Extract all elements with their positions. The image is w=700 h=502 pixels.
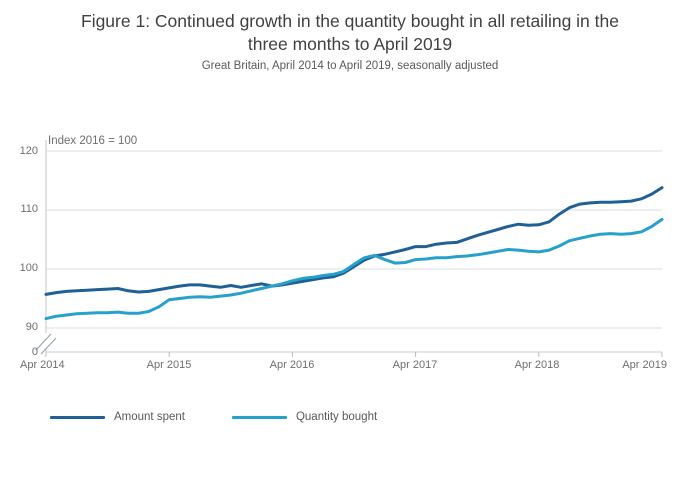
- y-tick-label-90: 90: [25, 321, 38, 333]
- chart-title: Figure 1: Continued growth in the quanti…: [0, 10, 700, 56]
- x-tick-label-apr-2019: Apr 2019: [622, 359, 667, 371]
- x-tick-label-apr-2015: Apr 2015: [146, 359, 192, 371]
- x-tick-label-apr-2017: Apr 2017: [392, 359, 438, 371]
- y-tick-label-110: 110: [20, 203, 38, 215]
- chart-subtitle: Great Britain, April 2014 to April 2019,…: [201, 60, 499, 72]
- series-line-quantity-bought: [44, 217, 664, 321]
- axis-break-mark: [40, 337, 57, 355]
- x-tick-label-apr-2018: Apr 2018: [514, 359, 560, 371]
- y-tick-label-100: 100: [19, 262, 38, 274]
- legend-label-quantity-bought: Quantity bought: [295, 411, 378, 423]
- y-axis-unit-label: Index 2016 = 100: [48, 135, 138, 147]
- y-tick-label-0: 0: [31, 346, 38, 358]
- legend-item-amount-spent: Amount spent: [50, 411, 185, 423]
- series-line-amount-spent: [44, 186, 664, 296]
- chart-legend: Amount spent Quantity bought: [50, 408, 424, 426]
- legend-item-quantity-bought: Quantity bought: [231, 411, 378, 423]
- legend-swatch-amount-spent: [50, 415, 105, 419]
- axis-break-mark: [35, 333, 52, 351]
- y-tick-label-120: 120: [19, 145, 38, 157]
- chart-title-line-2: three months to April 2019: [247, 34, 453, 54]
- x-tick-label-apr-2016: Apr 2016: [269, 359, 315, 371]
- legend-label-amount-spent: Amount spent: [114, 411, 185, 423]
- legend-swatch-quantity-bought: [231, 415, 287, 419]
- chart-title-line-1: Figure 1: Continued growth in the quanti…: [81, 11, 619, 31]
- x-tick-label-apr-2014: Apr 2014: [20, 359, 65, 371]
